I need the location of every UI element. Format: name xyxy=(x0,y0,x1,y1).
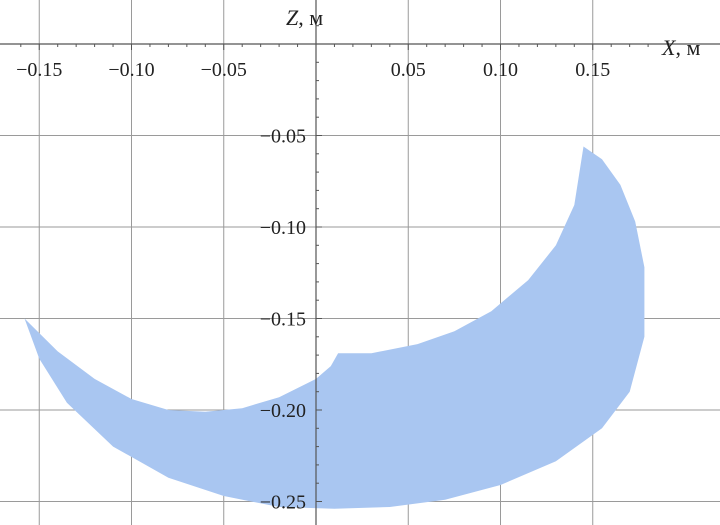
tick-marks xyxy=(20,25,649,502)
y-tick-label: −0.20 xyxy=(260,400,306,422)
x-tick-label: 0.15 xyxy=(575,59,610,81)
x-tick-label: −0.10 xyxy=(108,59,154,81)
y-tick-labels: −0.05 −0.10 −0.15 −0.20 −0.25 xyxy=(260,126,306,514)
y-tick-label: −0.25 xyxy=(260,492,306,514)
filled-region xyxy=(24,146,645,509)
x-axis-label: X, м xyxy=(661,35,700,60)
x-tick-labels: −0.15 −0.10 −0.05 0.05 0.10 0.15 xyxy=(16,59,610,81)
x-tick-label: 0.05 xyxy=(391,59,426,81)
x-tick-label: −0.15 xyxy=(16,59,62,81)
y-tick-label: −0.10 xyxy=(260,217,306,239)
x-tick-label: 0.10 xyxy=(483,59,518,81)
x-tick-label: −0.05 xyxy=(201,59,247,81)
y-axis-label: Z, м xyxy=(286,5,323,30)
y-tick-label: −0.15 xyxy=(260,309,306,331)
y-tick-label: −0.05 xyxy=(260,126,306,148)
